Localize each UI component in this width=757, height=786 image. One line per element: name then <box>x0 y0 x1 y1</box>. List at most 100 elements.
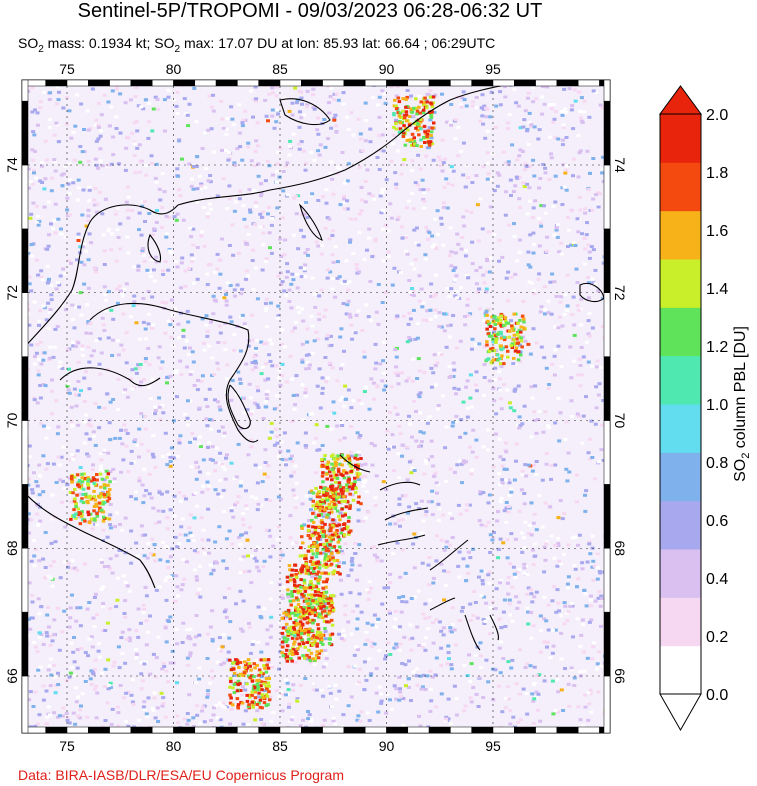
so2-pixel <box>570 313 575 317</box>
so2-hotspot-pixel <box>315 633 319 637</box>
so2-pixel <box>30 86 35 90</box>
so2-hotspot-pixel <box>321 490 326 494</box>
so2-pixel <box>225 281 230 285</box>
so2-pixel <box>559 614 564 618</box>
so2-pixel <box>63 272 68 276</box>
so2-pixel <box>510 619 515 623</box>
so2-pixel <box>277 667 281 671</box>
so2-pixel <box>255 565 260 569</box>
so2-pixel <box>593 477 598 481</box>
so2-pixel <box>439 538 444 542</box>
so2-pixel <box>314 436 319 440</box>
so2-pixel <box>531 231 536 235</box>
so2-pixel <box>225 377 229 381</box>
so2-pixel <box>120 442 125 446</box>
so2-hotspot-pixel <box>330 478 334 482</box>
so2-pixel <box>200 230 205 234</box>
so2-pixel <box>103 667 108 671</box>
so2-pixel <box>268 301 273 305</box>
so2-pixel <box>492 330 496 334</box>
so2-pixel <box>217 525 222 529</box>
so2-pixel <box>133 171 138 175</box>
so2-pixel <box>514 682 519 686</box>
so2-pixel <box>323 461 328 465</box>
so2-pixel <box>289 474 294 478</box>
so2-pixel <box>35 111 40 115</box>
so2-pixel <box>481 165 486 169</box>
so2-pixel <box>52 345 57 349</box>
so2-hotspot-pixel <box>290 659 294 663</box>
so2-hotspot-pixel <box>294 572 298 576</box>
so2-hotspot-pixel <box>336 551 340 555</box>
so2-pixel <box>141 253 146 257</box>
so2-pixel <box>446 651 451 655</box>
so2-pixel <box>556 516 561 520</box>
so2-hotspot-pixel <box>297 642 302 646</box>
so2-pixel <box>328 95 333 99</box>
so2-pixel <box>272 407 277 411</box>
so2-pixel <box>254 99 258 103</box>
so2-pixel <box>85 452 90 456</box>
so2-pixel <box>72 660 77 664</box>
so2-pixel <box>529 385 534 389</box>
so2-pixel <box>400 443 405 447</box>
so2-pixel <box>269 615 274 619</box>
so2-pixel <box>264 260 268 263</box>
so2-pixel <box>131 702 136 706</box>
so2-hotspot-pixel <box>331 571 335 574</box>
so2-pixel <box>504 696 509 700</box>
so2-pixel <box>47 125 52 129</box>
so2-pixel <box>284 275 289 279</box>
so2-pixel <box>348 240 352 244</box>
so2-pixel <box>494 321 499 325</box>
so2-pixel <box>275 537 280 541</box>
so2-pixel <box>400 662 405 665</box>
so2-pixel <box>435 534 439 538</box>
so2-pixel <box>67 625 72 629</box>
so2-pixel <box>286 705 291 709</box>
so2-pixel <box>109 248 114 252</box>
so2-pixel <box>56 715 60 719</box>
so2-hotspot-pixel <box>307 545 312 549</box>
so2-pixel <box>88 424 93 428</box>
so2-pixel <box>434 559 439 563</box>
so2-pixel <box>207 440 212 444</box>
so2-pixel <box>268 432 273 436</box>
so2-pixel <box>145 715 150 719</box>
so2-hotspot-pixel <box>291 631 296 634</box>
so2-pixel <box>261 243 266 247</box>
so2-pixel <box>450 183 455 187</box>
so2-pixel <box>268 338 272 342</box>
so2-pixel <box>244 504 249 508</box>
so2-pixel <box>403 494 408 498</box>
so2-pixel <box>444 717 449 721</box>
so2-pixel <box>483 311 488 315</box>
so2-hotspot-pixel <box>325 463 330 467</box>
so2-pixel <box>455 296 460 300</box>
so2-pixel <box>185 722 190 726</box>
so2-pixel <box>127 636 132 640</box>
so2-pixel <box>508 709 513 713</box>
so2-pixel <box>428 709 433 713</box>
so2-pixel <box>597 382 602 386</box>
so2-pixel <box>510 585 515 589</box>
so2-pixel <box>37 505 42 509</box>
so2-pixel <box>100 164 105 168</box>
so2-pixel <box>90 527 95 531</box>
so2-pixel <box>80 692 85 696</box>
so2-pixel <box>263 405 268 409</box>
so2-pixel <box>244 507 249 510</box>
so2-pixel <box>266 475 271 479</box>
so2-hotspot-pixel <box>336 535 341 539</box>
so2-pixel <box>432 110 437 114</box>
so2-pixel <box>274 180 279 184</box>
so2-pixel <box>326 632 331 636</box>
so2-pixel <box>357 543 362 547</box>
so2-pixel <box>61 267 66 271</box>
so2-pixel <box>526 263 531 267</box>
so2-pixel <box>77 515 82 519</box>
so2-pixel <box>332 98 337 102</box>
so2-pixel <box>542 204 546 208</box>
so2-pixel <box>326 376 330 380</box>
